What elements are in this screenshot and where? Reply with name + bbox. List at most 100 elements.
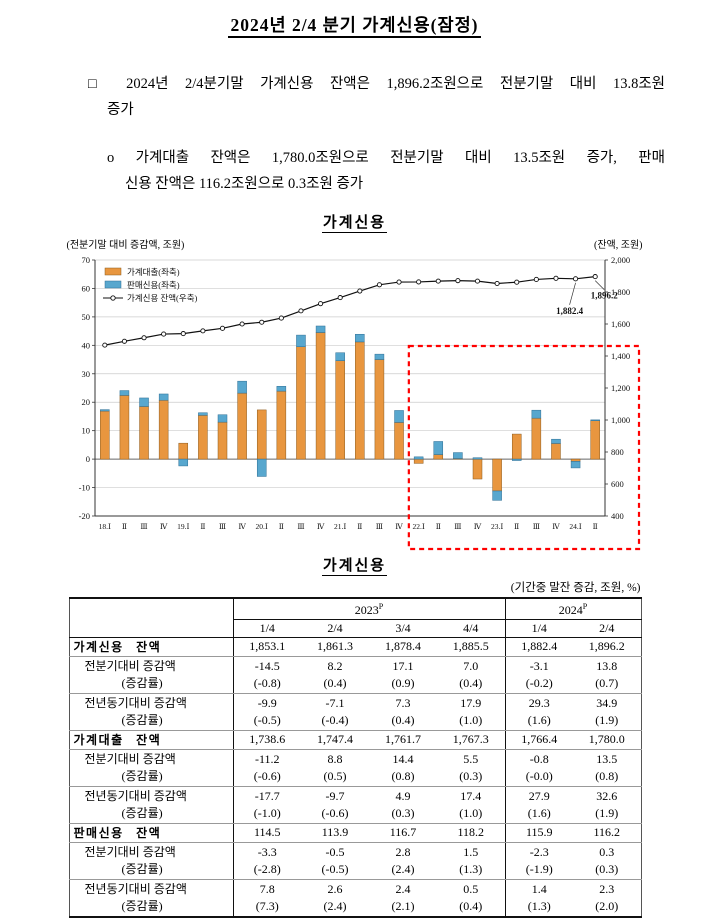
- quarter-header: 2/4: [573, 619, 642, 638]
- household-credit-chart: (전분기말 대비 증감액, 조원) (잔액, 조원) -20 -10 0 10 20 30…: [65, 236, 645, 552]
- left-axis-caption: (전분기말 대비 증감액, 조원): [66, 240, 185, 251]
- bar-loans: [334, 360, 345, 460]
- bar-loans: [295, 346, 306, 460]
- table-cell: -0.5 (-0.5): [301, 842, 369, 880]
- table-cell: 113.9: [301, 823, 369, 843]
- table-cell: 1,780.0: [573, 730, 642, 750]
- table-cell: -3.3 (-2.8): [233, 842, 301, 880]
- table-row: 가계대출 잔액 1,738.6 1,747.4 1,761.7 1,767.3 1,766…: [69, 730, 642, 750]
- bar-loans: [276, 390, 286, 460]
- x-axis-tick-label: Ⅲ: [532, 522, 539, 531]
- table-cell: 32.6 (1.9): [573, 786, 642, 824]
- balance-line-marker: [376, 282, 382, 288]
- right-axis-tick-label: 600: [611, 479, 624, 489]
- row-label: 전분기대비 증감액 (증감률): [69, 749, 234, 787]
- table-cell: 5.5 (0.3): [437, 749, 506, 787]
- table-cell: 4.9 (0.3): [369, 786, 437, 824]
- bar-loans: [531, 417, 541, 460]
- balance-line-marker: [317, 301, 323, 307]
- table-cell: 1,878.4: [369, 637, 437, 657]
- balance-line-marker: [180, 331, 186, 337]
- x-axis-tick-label: Ⅳ: [159, 522, 167, 531]
- table-cell: -2.3 (-1.9): [504, 842, 574, 880]
- x-axis-tick-label: Ⅳ: [473, 522, 481, 531]
- bar-sales: [433, 441, 443, 455]
- table-row: 전년동기대비 증감액 (증감률) -17.7 (-1.0) -9.7 (-0.6) 4.9(…: [69, 786, 642, 824]
- table-cell: -17.7 (-1.0): [233, 786, 301, 824]
- household-credit-table: 2023P 2024P 1/4 2/4 3/4 4/4 1/4 2/4 가계신용 잔액 1,853…: [68, 597, 642, 918]
- quarter-header: 1/4: [504, 619, 574, 638]
- bar-loans: [550, 443, 561, 460]
- quarter-header: 4/4: [437, 619, 506, 638]
- quarter-header: 3/4: [369, 619, 437, 638]
- table-row: 전년동기대비 증감액 (증감률) 7.8 (7.3) 2.6 (2.4) 2.4 (2.1) 0…: [69, 879, 641, 917]
- row-label: 판매신용 잔액: [69, 823, 234, 843]
- table-cell: 7.0 (0.4): [437, 656, 506, 694]
- balance-line-marker: [533, 276, 539, 283]
- row-label: 전년동기대비 증감액 (증감률): [69, 693, 234, 731]
- chart-annotations: 1,882.4 1,896.2: [556, 280, 618, 316]
- right-axis-tick-label: 1,400: [611, 351, 630, 361]
- table-cell: 1,767.3: [437, 730, 506, 750]
- bar-sales: [550, 438, 561, 444]
- right-axis-ticks: 400 600 800 1,000 1,200 1,400 1,600 1,800 2,000: [604, 255, 630, 521]
- chart-canvas: -20 -10 0 10 20 30 40 50 60 70 400 600 800 1,000 1,200…: [78, 255, 640, 551]
- bar-sales: [197, 412, 208, 416]
- x-axis-labels: 18.Ⅰ Ⅱ Ⅲ Ⅳ 19.Ⅰ Ⅱ Ⅲ Ⅳ 20.Ⅰ Ⅱ Ⅲ Ⅳ 21.Ⅰ Ⅱ Ⅲ Ⅳ 22.Ⅰ Ⅱ Ⅲ Ⅳ 23.Ⅰ Ⅱ…: [98, 522, 597, 531]
- balance-line: [104, 276, 595, 346]
- bar-loans: [178, 442, 188, 460]
- table-cell: 34.9 (1.9): [573, 693, 642, 731]
- bar-sales: [256, 458, 266, 477]
- balance-line-marker: [356, 288, 362, 294]
- bar-loans: [315, 332, 325, 460]
- bar-loans: [236, 392, 247, 460]
- table-cell: 1,747.4: [301, 730, 369, 750]
- detail-line-1: o 가계대출 잔액은 1,780.0조원으로 전분기말 대비 13.5조원 증가…: [107, 150, 665, 166]
- bar-loans: [158, 399, 168, 460]
- bar-loans: [256, 409, 266, 460]
- balance-line-marker: [474, 278, 480, 284]
- table-row: 가계신용 잔액 1,853.1 1,861.3 1,878.4 1,885.5 1,882…: [69, 637, 642, 657]
- x-axis-tick-label: Ⅱ: [435, 522, 440, 531]
- legend-swatch-loans: [104, 267, 121, 276]
- balance-line-marker: [219, 325, 225, 331]
- right-axis-tick-label: 2,000: [611, 255, 630, 265]
- left-axis-tick-label: 0: [85, 454, 89, 464]
- summary-line-2: 증가: [107, 102, 134, 118]
- chart-section-title: 가계신용: [321, 215, 388, 233]
- summary-paragraph: □ 2024년 2/4분기말 가계신용 잔액은 1,896.2조원으로 전분기말…: [88, 71, 665, 123]
- balance-line-marker: [572, 276, 578, 282]
- table-cell: 1,766.4: [504, 730, 574, 750]
- balance-line-marker: [160, 331, 166, 337]
- table-unit-note: (기간중 말잔 증감, 조원, %): [510, 582, 641, 594]
- chart-captions: (전분기말 대비 증감액, 조원) (잔액, 조원): [65, 236, 645, 251]
- x-axis-tick-label: 20.Ⅰ: [255, 522, 267, 531]
- table-cell: -9.7 (-0.6): [301, 786, 369, 824]
- bar-sales: [570, 461, 580, 469]
- bar-loans: [393, 422, 404, 460]
- table-cell: 13.5 (0.8): [573, 749, 642, 787]
- balance-line-marker: [395, 279, 402, 285]
- left-axis-tick-label: 10: [81, 426, 90, 436]
- x-axis-tick-label: 19.Ⅰ: [177, 522, 189, 531]
- x-axis-tick-label: Ⅱ: [200, 522, 205, 531]
- table-row: 전분기대비 증감액 (증감률) -11.2 (-0.6) 8.8 (0.5) 14.4 (0.…: [69, 749, 642, 787]
- x-axis-tick-label: Ⅲ: [140, 522, 147, 531]
- bar-sales: [276, 386, 286, 392]
- left-axis-tick-label: 60: [81, 283, 90, 293]
- table-row: 판매신용 잔액 114.5 113.9 116.7 118.2 115.9 116.2: [69, 823, 642, 843]
- balance-line-marker: [592, 274, 598, 280]
- table-section-title-row: 가계신용: [0, 554, 709, 576]
- balance-line-marker: [258, 319, 264, 325]
- bar-sales: [158, 393, 168, 401]
- chart-legend: 가계대출(좌축) 판매신용(좌축) 가계신용 잔액(우축): [102, 267, 197, 303]
- table-cell: -11.2 (-0.6): [233, 749, 301, 787]
- year-header: 2023P: [233, 598, 506, 620]
- right-axis-tick-label: 1,200: [611, 383, 630, 393]
- bar-sales: [236, 380, 247, 394]
- bar-sales: [374, 353, 384, 360]
- x-axis-tick-label: Ⅲ: [297, 522, 304, 531]
- x-axis-tick-label: 21.Ⅰ: [334, 522, 346, 531]
- left-axis-tick-label: 70: [81, 255, 90, 265]
